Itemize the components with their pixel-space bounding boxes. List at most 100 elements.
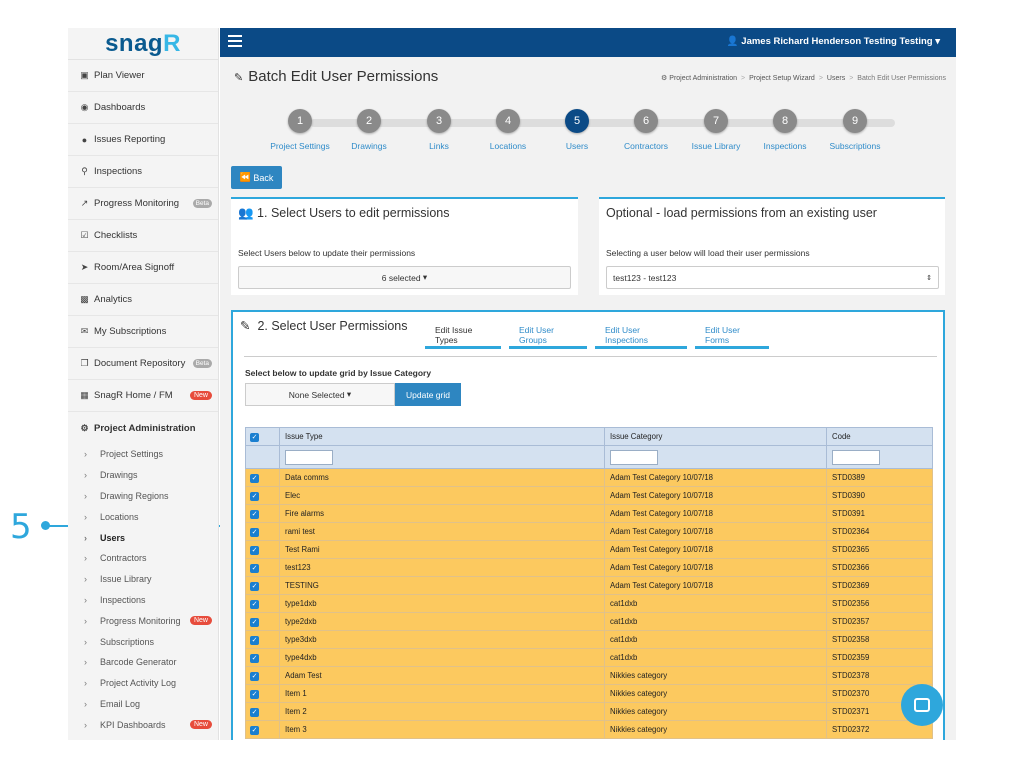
row-checkbox[interactable]: ✓	[250, 581, 259, 591]
issue-type-filter-input[interactable]	[285, 449, 333, 465]
sidebar-subitem-label: KPI Dashboards	[100, 719, 166, 730]
wizard-step-5[interactable]: 5 Users	[537, 107, 617, 151]
sidebar-subitem-label: Drawing Regions	[100, 490, 169, 501]
issue-category-cell: cat1dxb	[604, 612, 827, 631]
sidebar-item-label: Dashboards	[94, 102, 146, 113]
existing-user-select[interactable]: test123 - test123 ⇕	[606, 266, 939, 289]
sidebar-item-dashboards[interactable]: ◉ Dashboards	[68, 92, 218, 124]
user-menu[interactable]: 👤 James Richard Henderson Testing Testin…	[726, 36, 940, 47]
sidebar-item-document-repository[interactable]: ❐ Document Repository Beta	[68, 348, 218, 380]
issue-category-cell: cat1dxb	[604, 594, 827, 613]
row-checkbox[interactable]: ✓	[250, 509, 259, 519]
sidebar-subitem-drawing-regions[interactable]: › Drawing Regions	[68, 486, 218, 507]
sidebar-subitem-subscriptions[interactable]: › Subscriptions	[68, 631, 218, 652]
sidebar-subitem-label: Inspections	[100, 594, 146, 605]
column-header-issue-type[interactable]: Issue Type	[279, 427, 605, 446]
sidebar-subitem-email-log[interactable]: › Email Log	[68, 694, 218, 715]
tab-edit-user-forms[interactable]: Edit User Forms	[695, 315, 769, 349]
wizard-step-4[interactable]: 4 Locations	[468, 107, 548, 151]
table-row[interactable]: ✓ Item 2 Nikkies category STD02371	[245, 702, 933, 721]
grid-label: Select below to update grid by Issue Cat…	[245, 368, 432, 378]
row-checkbox[interactable]: ✓	[250, 617, 259, 627]
row-checkbox[interactable]: ✓	[250, 491, 259, 501]
sidebar-item-snagr-home-fm[interactable]: ▦ SnagR Home / FM New	[68, 380, 218, 412]
snagr-logo[interactable]: snag R	[68, 28, 218, 60]
issue-category-dropdown[interactable]: None Selected ▾	[245, 383, 395, 406]
row-checkbox[interactable]: ✓	[250, 545, 259, 555]
sidebar-subitem-project-activity-log[interactable]: › Project Activity Log	[68, 673, 218, 694]
tab-edit-user-groups[interactable]: Edit User Groups	[509, 315, 587, 349]
table-row[interactable]: ✓ type4dxb cat1dxb STD02359	[245, 648, 933, 667]
row-checkbox[interactable]: ✓	[250, 689, 259, 699]
tab-edit-issue-types[interactable]: Edit Issue Types	[425, 315, 501, 349]
row-checkbox[interactable]: ✓	[250, 635, 259, 645]
chat-launcher-button[interactable]	[901, 684, 943, 726]
row-checkbox[interactable]: ✓	[250, 725, 259, 735]
table-row[interactable]: ✓ TESTING Adam Test Category 10/07/18 STD02…	[245, 576, 933, 595]
row-checkbox[interactable]: ✓	[250, 473, 259, 483]
breadcrumb-item[interactable]: Users	[826, 75, 846, 82]
wizard-step-7[interactable]: 7 Issue Library	[676, 107, 756, 151]
table-row[interactable]: ✓ type2dxb cat1dxb STD02357	[245, 612, 933, 631]
update-grid-label: Update grid	[406, 389, 450, 400]
update-grid-button[interactable]: Update grid	[395, 383, 461, 406]
table-row[interactable]: ✓ type1dxb cat1dxb STD02356	[245, 594, 933, 613]
issue-category-filter-input[interactable]	[610, 449, 658, 465]
column-header-code[interactable]: Code	[826, 427, 933, 446]
table-row[interactable]: ✓ test123 Adam Test Category 10/07/18 STD02…	[245, 558, 933, 577]
sidebar-item-room-area-signoff[interactable]: ➤ Room/Area Signoff	[68, 252, 218, 284]
sidebar-item-checklists[interactable]: ☑ Checklists	[68, 220, 218, 252]
table-row[interactable]: ✓ Test Rami Adam Test Category 10/07/18 STD…	[245, 540, 933, 559]
wizard-step-6[interactable]: 6 Contractors	[606, 107, 686, 151]
table-row[interactable]: ✓ Fire alarms Adam Test Category 10/07/18 S…	[245, 504, 933, 523]
step-number-circle: 5	[565, 109, 589, 133]
code-filter-input[interactable]	[832, 449, 880, 465]
sidebar-subitem-inspections[interactable]: › Inspections	[68, 590, 218, 611]
section1-title: 👥 1. Select Users to edit permissions	[238, 206, 450, 220]
sidebar-item-project-administration[interactable]: ⚙ Project Administration	[68, 412, 218, 444]
table-row[interactable]: ✓ type3dxb cat1dxb STD02358	[245, 630, 933, 649]
table-row[interactable]: ✓ Adam Test Nikkies category STD02378	[245, 666, 933, 685]
wizard-step-1[interactable]: 1 Project Settings	[260, 107, 340, 151]
row-checkbox[interactable]: ✓	[250, 707, 259, 717]
sidebar-item-my-subscriptions[interactable]: ✉ My Subscriptions	[68, 316, 218, 348]
wizard-step-9[interactable]: 9 Subscriptions	[815, 107, 895, 151]
sidebar-item-plan-viewer[interactable]: ▣ Plan Viewer	[68, 60, 218, 92]
wizard-step-2[interactable]: 2 Drawings	[329, 107, 409, 151]
sidebar-subitem-drawings[interactable]: › Drawings	[68, 465, 218, 486]
wizard-step-8[interactable]: 8 Inspections	[745, 107, 825, 151]
hamburger-menu-icon[interactable]	[228, 35, 242, 47]
select-all-cell: ✓	[245, 427, 280, 446]
sidebar-subitem-kpi-dashboards[interactable]: › KPI Dashboards New	[68, 714, 218, 735]
table-row[interactable]: ✓ Item 1 Nikkies category STD02370	[245, 684, 933, 703]
select-users-dropdown[interactable]: 6 selected ▾	[238, 266, 571, 289]
row-checkbox[interactable]: ✓	[250, 563, 259, 573]
sidebar-subitem-barcode-generator[interactable]: › Barcode Generator	[68, 652, 218, 673]
sidebar-subitem-users[interactable]: › Users	[68, 527, 218, 548]
sidebar-subitem-issue-library[interactable]: › Issue Library	[68, 569, 218, 590]
sidebar-item-progress-monitoring[interactable]: ↗ Progress Monitoring Beta	[68, 188, 218, 220]
sidebar-subitem-locations[interactable]: › Locations	[68, 506, 218, 527]
wizard-step-3[interactable]: 3 Links	[399, 107, 479, 151]
sidebar-item-inspections[interactable]: ⚲ Inspections	[68, 156, 218, 188]
row-checkbox[interactable]: ✓	[250, 671, 259, 681]
sidebar-subitem-contractors[interactable]: › Contractors	[68, 548, 218, 569]
sidebar-item-issues-reporting[interactable]: ● Issues Reporting	[68, 124, 218, 156]
table-row[interactable]: ✓ Item 3 Nikkies category STD02372	[245, 720, 933, 739]
breadcrumb-item[interactable]: Project Setup Wizard	[749, 75, 815, 82]
row-checkbox[interactable]: ✓	[250, 527, 259, 537]
row-checkbox[interactable]: ✓	[250, 599, 259, 609]
sidebar-subitem-project-settings[interactable]: › Project Settings	[68, 444, 218, 465]
sidebar-subitem-progress-monitoring[interactable]: › Progress Monitoring New	[68, 610, 218, 631]
table-row[interactable]: ✓ Data comms Adam Test Category 10/07/18 ST…	[245, 468, 933, 487]
table-row[interactable]: ✓ rami test Adam Test Category 10/07/18 STD…	[245, 522, 933, 541]
row-checkbox[interactable]: ✓	[250, 653, 259, 663]
user-permissions-panel: ✎ 2. Select User Permissions Edit Issue …	[231, 310, 945, 740]
tab-edit-user-inspections[interactable]: Edit User Inspections	[595, 315, 687, 349]
sidebar-item-analytics[interactable]: ▩ Analytics	[68, 284, 218, 316]
select-all-checkbox[interactable]: ✓	[250, 432, 259, 442]
column-header-issue-category[interactable]: Issue Category	[604, 427, 827, 446]
breadcrumb-item[interactable]: Project Administration	[669, 75, 737, 82]
back-button[interactable]: ⏪ Back	[231, 166, 282, 189]
table-row[interactable]: ✓ Elec Adam Test Category 10/07/18 STD0390	[245, 486, 933, 505]
